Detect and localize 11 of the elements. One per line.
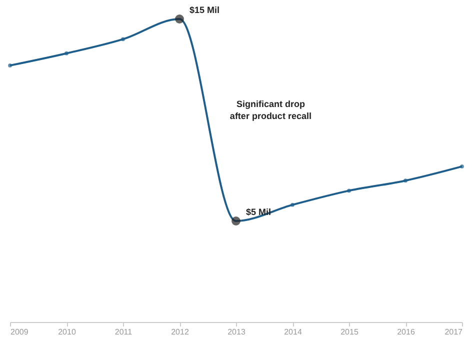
- data-label: $15 Mil: [190, 5, 220, 15]
- x-tick-label: 2016: [397, 328, 416, 336]
- x-tick-label: 2017: [444, 328, 464, 336]
- annotation: Significant drop after product recall: [230, 99, 312, 121]
- x-tick-label: 2014: [284, 328, 302, 336]
- x-tick-label: 2010: [58, 328, 76, 336]
- x-tick-label: 2009: [10, 328, 29, 336]
- x-tick-label: 2013: [228, 328, 246, 336]
- x-tick-label: 2015: [340, 328, 359, 336]
- x-tick-label: 2011: [114, 328, 133, 336]
- x-tick-label: 2012: [171, 328, 190, 336]
